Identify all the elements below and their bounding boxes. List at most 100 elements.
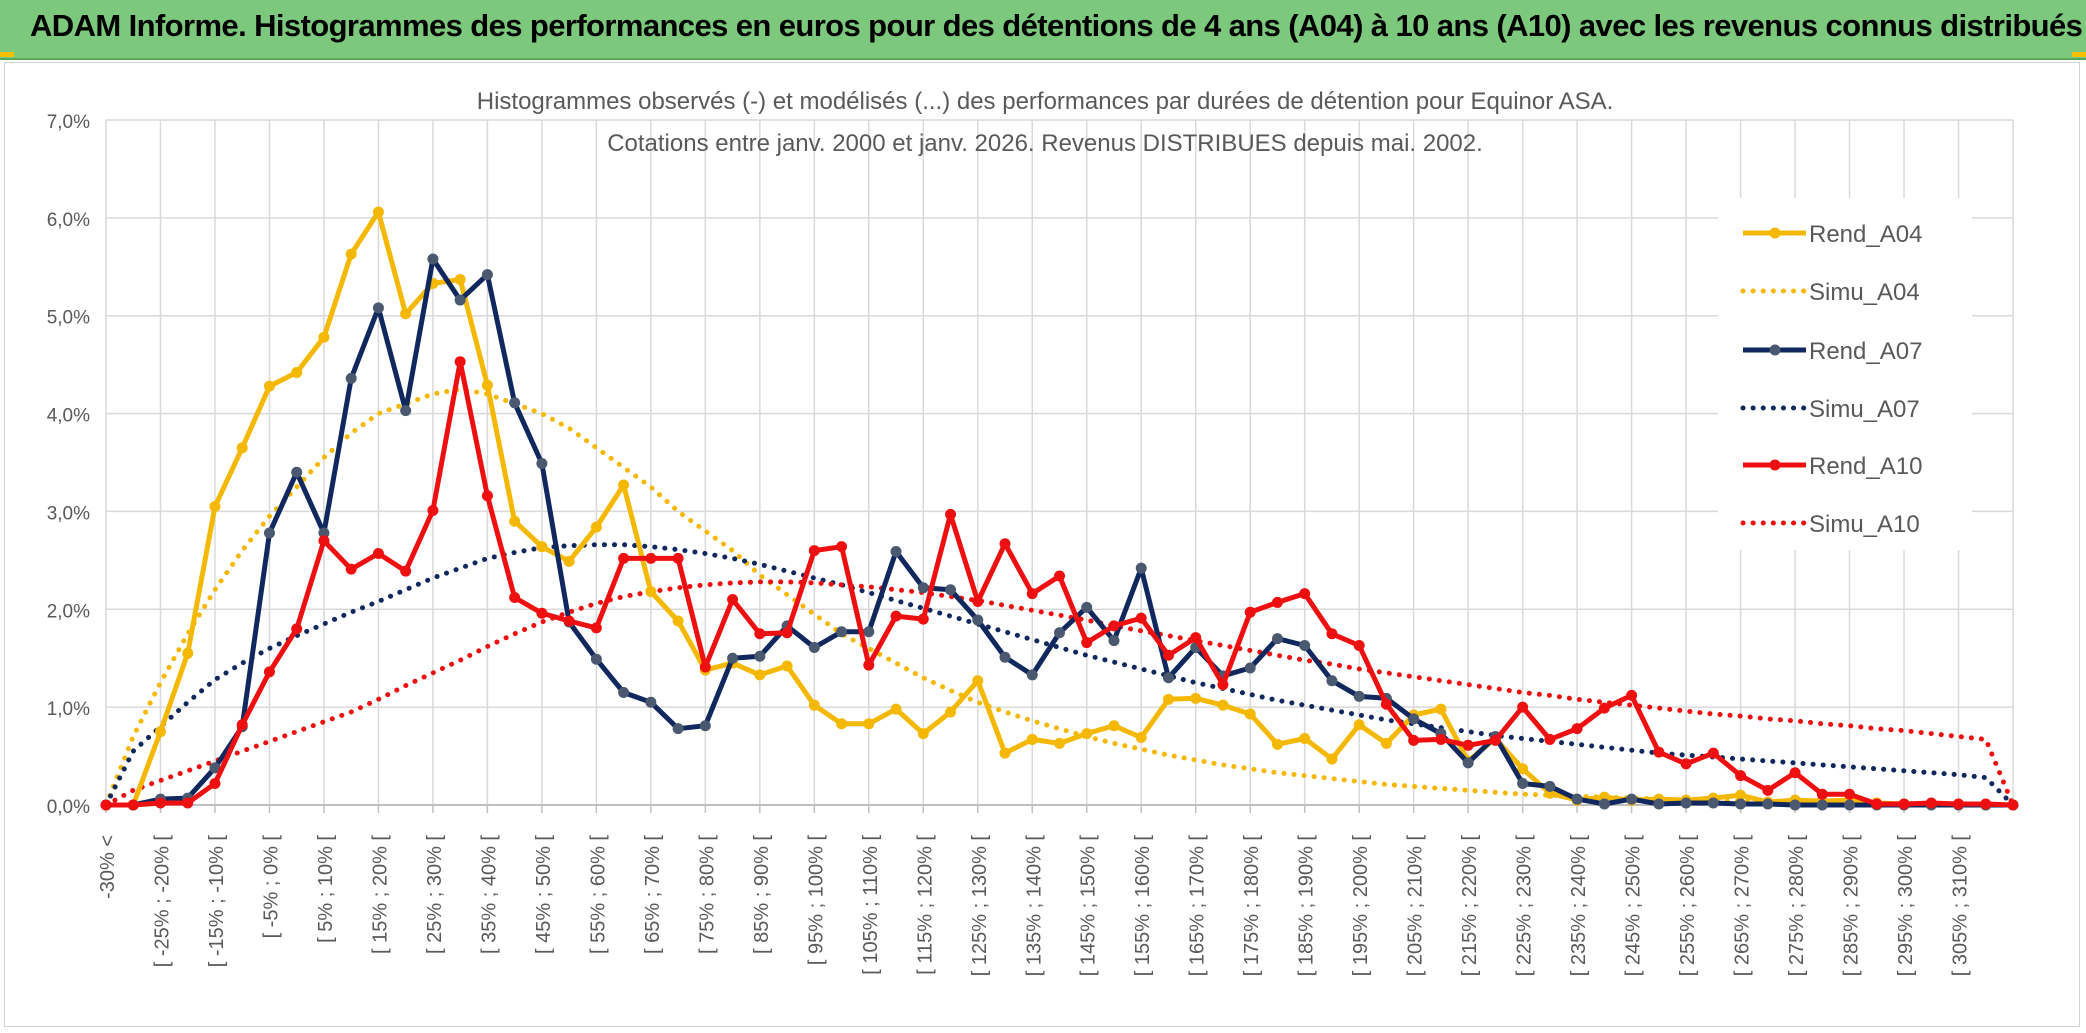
data-point — [182, 647, 194, 659]
data-point — [727, 594, 739, 605]
data-point — [754, 628, 766, 640]
data-point — [1217, 699, 1229, 711]
data-point — [618, 686, 630, 698]
data-point — [345, 248, 357, 260]
y-tick-label: 0,0% — [47, 797, 90, 818]
x-tick-label: [ -25% ; -20% [ — [151, 835, 173, 968]
data-point — [754, 669, 766, 681]
x-tick-label: [ 55% ; 60% [ — [587, 835, 609, 954]
data-point — [672, 552, 684, 564]
legend-background — [1718, 198, 1972, 550]
data-point — [1517, 763, 1529, 775]
data-point — [590, 622, 602, 634]
data-point — [1135, 562, 1147, 574]
x-tick-label: [ 155% ; 160% [ — [1132, 835, 1154, 977]
data-point — [1271, 633, 1283, 645]
x-tick-label: [ 45% ; 50% [ — [533, 835, 555, 954]
data-point — [1925, 797, 1937, 809]
x-tick-label: [ 115% ; 120% [ — [914, 835, 936, 975]
data-point — [1271, 596, 1283, 608]
data-point — [1653, 798, 1665, 810]
data-point — [427, 504, 439, 516]
x-tick-label: [ 245% ; 250% [ — [1623, 835, 1645, 977]
data-point — [1299, 588, 1311, 600]
x-axis-tick-labels: -30% < [ -25% ; -20% [[ -15% ; -10% [[ -5… — [97, 835, 1972, 977]
data-point — [1026, 733, 1038, 745]
data-point — [1135, 731, 1147, 743]
data-point — [400, 405, 412, 417]
data-point — [154, 797, 166, 809]
data-point — [372, 206, 384, 218]
x-tick-label: [ 305% ; 310% [ — [1950, 835, 1972, 977]
data-point — [481, 490, 493, 502]
legend-label: Rend_A07 — [1809, 338, 1922, 365]
data-point — [1244, 708, 1256, 720]
data-point — [808, 641, 820, 653]
data-point — [1898, 798, 1910, 810]
data-point — [945, 706, 957, 718]
data-point — [1544, 733, 1556, 745]
data-point — [1054, 737, 1065, 749]
series-rend-a10 — [100, 356, 2019, 811]
y-tick-label: 5,0% — [47, 308, 90, 329]
data-point — [1026, 588, 1038, 600]
data-point — [1707, 747, 1719, 759]
data-point — [563, 555, 575, 567]
x-tick-label: [ 25% ; 30% [ — [424, 835, 446, 954]
x-tick-label: [ 105% ; 110% [ — [860, 835, 882, 975]
data-point — [1162, 672, 1174, 684]
data-point — [536, 541, 548, 553]
data-point — [209, 501, 221, 513]
x-tick-label: [ 295% ; 300% [ — [1895, 835, 1917, 977]
data-point — [917, 613, 929, 625]
x-tick-label: [ 145% ; 150% [ — [1078, 835, 1100, 977]
legend: Rend_A04 Simu_A04 Rend_A07 Simu_A07 Rend_A10… — [1740, 221, 1922, 538]
data-point — [890, 546, 902, 558]
x-tick-label: [ 165% ; 170% [ — [1187, 835, 1209, 977]
data-point — [1735, 798, 1747, 810]
series-simu-a10 — [103, 579, 2016, 808]
x-tick-label: [ -15% ; -10% [ — [206, 835, 228, 968]
data-point — [536, 457, 548, 469]
legend-marker — [1769, 227, 1781, 239]
legend-item-rend-a10: Rend_A10 — [1743, 453, 1922, 480]
data-point — [808, 545, 820, 557]
legend-label: Simu_A10 — [1809, 511, 1920, 538]
data-point — [481, 379, 493, 391]
data-point — [1844, 788, 1856, 800]
data-point — [1326, 753, 1338, 765]
data-point — [1816, 788, 1828, 800]
data-point — [863, 718, 875, 730]
data-point — [1435, 703, 1447, 715]
data-point — [372, 302, 384, 314]
data-point — [754, 650, 766, 662]
data-point — [1680, 758, 1692, 770]
data-point — [1980, 798, 1992, 810]
data-point — [1408, 734, 1420, 746]
data-point — [1353, 690, 1365, 702]
x-tick-label: [ 255% ; 260% [ — [1677, 835, 1699, 977]
data-point — [1626, 793, 1638, 805]
data-point — [345, 372, 357, 384]
data-point — [1271, 738, 1283, 750]
data-point — [182, 797, 194, 809]
data-point — [236, 442, 248, 454]
data-point — [1953, 798, 1965, 810]
y-axis-tick-labels: 0,0% 1,0% 2,0% 3,0% 4,0% 5,0% 6,0% 7,0% — [47, 112, 90, 818]
x-tick-label: [ 65% ; 70% [ — [642, 835, 664, 954]
data-point — [127, 799, 139, 811]
series — [100, 206, 2019, 811]
data-point — [454, 356, 466, 368]
data-point — [318, 331, 330, 343]
legend-item-simu-a04: Simu_A04 — [1740, 279, 1920, 306]
data-point — [1789, 767, 1801, 779]
legend-label: Simu_A04 — [1809, 279, 1920, 306]
data-point — [1571, 793, 1583, 805]
data-point — [836, 626, 848, 638]
data-point — [1462, 757, 1474, 769]
x-tick-label: [ 195% ; 200% [ — [1350, 835, 1372, 977]
data-point — [1571, 723, 1583, 735]
data-point — [1081, 728, 1093, 740]
data-point — [1626, 689, 1638, 701]
data-point — [1244, 606, 1256, 618]
